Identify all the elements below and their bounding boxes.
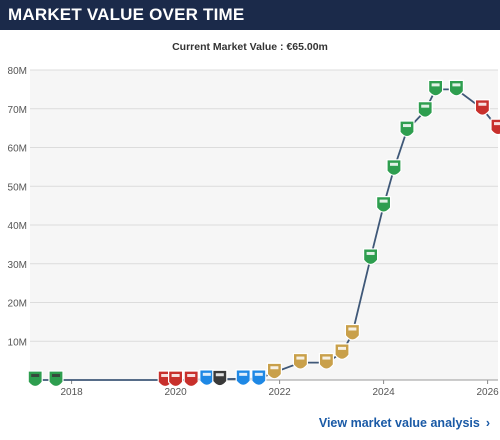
crest-stripe (421, 104, 430, 108)
x-tick-label: 2026 (476, 387, 499, 398)
club-crest-point[interactable] (417, 101, 433, 118)
section-header: MARKET VALUE OVER TIME (0, 0, 500, 30)
club-crest-point[interactable] (399, 120, 415, 138)
crest-stripe (215, 373, 224, 377)
market-value-chart: 10M 20M 30M 40M 50M 60M 70M 80M 2018 2020 2022 202… (0, 60, 500, 405)
club-crest-point[interactable] (334, 343, 350, 360)
y-tick-label: 20M (8, 299, 27, 310)
crest-stripe (322, 356, 331, 360)
club-crest-point[interactable] (490, 118, 500, 136)
club-crest-icon (318, 352, 334, 370)
club-crest-icon (428, 79, 444, 97)
crest-stripe (202, 372, 211, 376)
club-crest-point[interactable] (168, 370, 184, 388)
club-crest-icon (376, 196, 392, 213)
club-crest-icon (199, 369, 215, 386)
club-crest-point[interactable] (266, 362, 282, 380)
club-crest-point[interactable] (292, 352, 308, 370)
club-crest-point[interactable] (376, 196, 392, 213)
market-value-chart-svg: 10M 20M 30M 40M 50M 60M 70M 80M 2018 2020 2022 202… (8, 66, 500, 398)
club-crest-point[interactable] (199, 369, 215, 386)
crest-stripe (452, 83, 461, 87)
crest-stripe (161, 374, 170, 377)
club-crest-icon (48, 370, 64, 388)
club-crest-icon (386, 159, 402, 176)
x-tick-label: 2022 (268, 387, 291, 398)
club-crest-point[interactable] (251, 369, 267, 386)
y-tick-label: 60M (8, 144, 27, 155)
club-crest-icon (399, 120, 415, 138)
y-tick-label: 80M (8, 66, 27, 77)
club-crest-point[interactable] (428, 79, 444, 97)
club-crest-icon (266, 362, 282, 380)
club-crest-icon (363, 248, 379, 266)
club-crest-icon (334, 343, 350, 360)
crest-stripe (338, 346, 346, 350)
club-crest-icon (448, 79, 464, 97)
crest-stripe (171, 374, 180, 377)
club-crest-icon (474, 99, 490, 116)
y-tick-label: 40M (8, 221, 27, 232)
section-title: MARKET VALUE OVER TIME (8, 5, 245, 24)
crest-stripe (431, 83, 440, 87)
club-crest-icon (235, 369, 251, 386)
club-crest-icon (490, 118, 500, 136)
view-analysis-label: View market value analysis (318, 416, 480, 430)
club-crest-icon (183, 370, 199, 388)
crest-stripe (254, 372, 263, 376)
y-axis-ticks: 10M 20M 30M 40M 50M 60M 70M 80M (8, 66, 27, 348)
x-tick-label: 2024 (372, 387, 395, 398)
club-crest-icon (27, 370, 43, 388)
x-tick-label: 2020 (164, 387, 187, 398)
club-crest-point[interactable] (344, 323, 360, 341)
club-crest-point[interactable] (363, 248, 379, 266)
club-crest-point[interactable] (48, 370, 64, 388)
crest-stripe (296, 356, 305, 360)
crest-stripe (52, 374, 60, 377)
crest-stripe (348, 327, 357, 331)
club-crest-point[interactable] (183, 370, 199, 388)
club-crest-icon (344, 323, 360, 341)
crest-stripe (187, 374, 196, 377)
data-points (27, 79, 500, 388)
club-crest-icon (168, 370, 184, 388)
crest-stripe (390, 162, 398, 166)
crest-stripe (31, 374, 40, 377)
y-tick-label: 70M (8, 105, 27, 116)
crest-stripe (270, 366, 279, 370)
crest-stripe (366, 251, 375, 255)
club-crest-point[interactable] (386, 159, 402, 176)
club-crest-icon (417, 101, 433, 118)
club-crest-point[interactable] (318, 352, 334, 370)
x-tick-label: 2018 (60, 387, 83, 398)
club-crest-icon (251, 369, 267, 386)
view-market-value-analysis-link[interactable]: View market value analysis › (319, 416, 490, 430)
club-crest-point[interactable] (27, 370, 43, 388)
crest-stripe (403, 124, 411, 128)
current-market-value: Current Market Value : €65.00m (172, 41, 328, 53)
club-crest-point[interactable] (235, 369, 251, 386)
chevron-right-icon: › (485, 416, 490, 430)
crest-stripe (494, 122, 500, 126)
club-crest-point[interactable] (474, 99, 490, 116)
crest-stripe (379, 199, 388, 203)
crest-stripe (239, 372, 248, 376)
club-crest-icon (212, 369, 228, 387)
club-crest-icon (292, 352, 308, 370)
y-tick-label: 30M (8, 260, 27, 271)
club-crest-point[interactable] (448, 79, 464, 97)
club-crest-point[interactable] (212, 369, 228, 387)
y-tick-label: 10M (8, 337, 27, 348)
y-tick-label: 50M (8, 182, 27, 193)
crest-stripe (478, 102, 487, 106)
